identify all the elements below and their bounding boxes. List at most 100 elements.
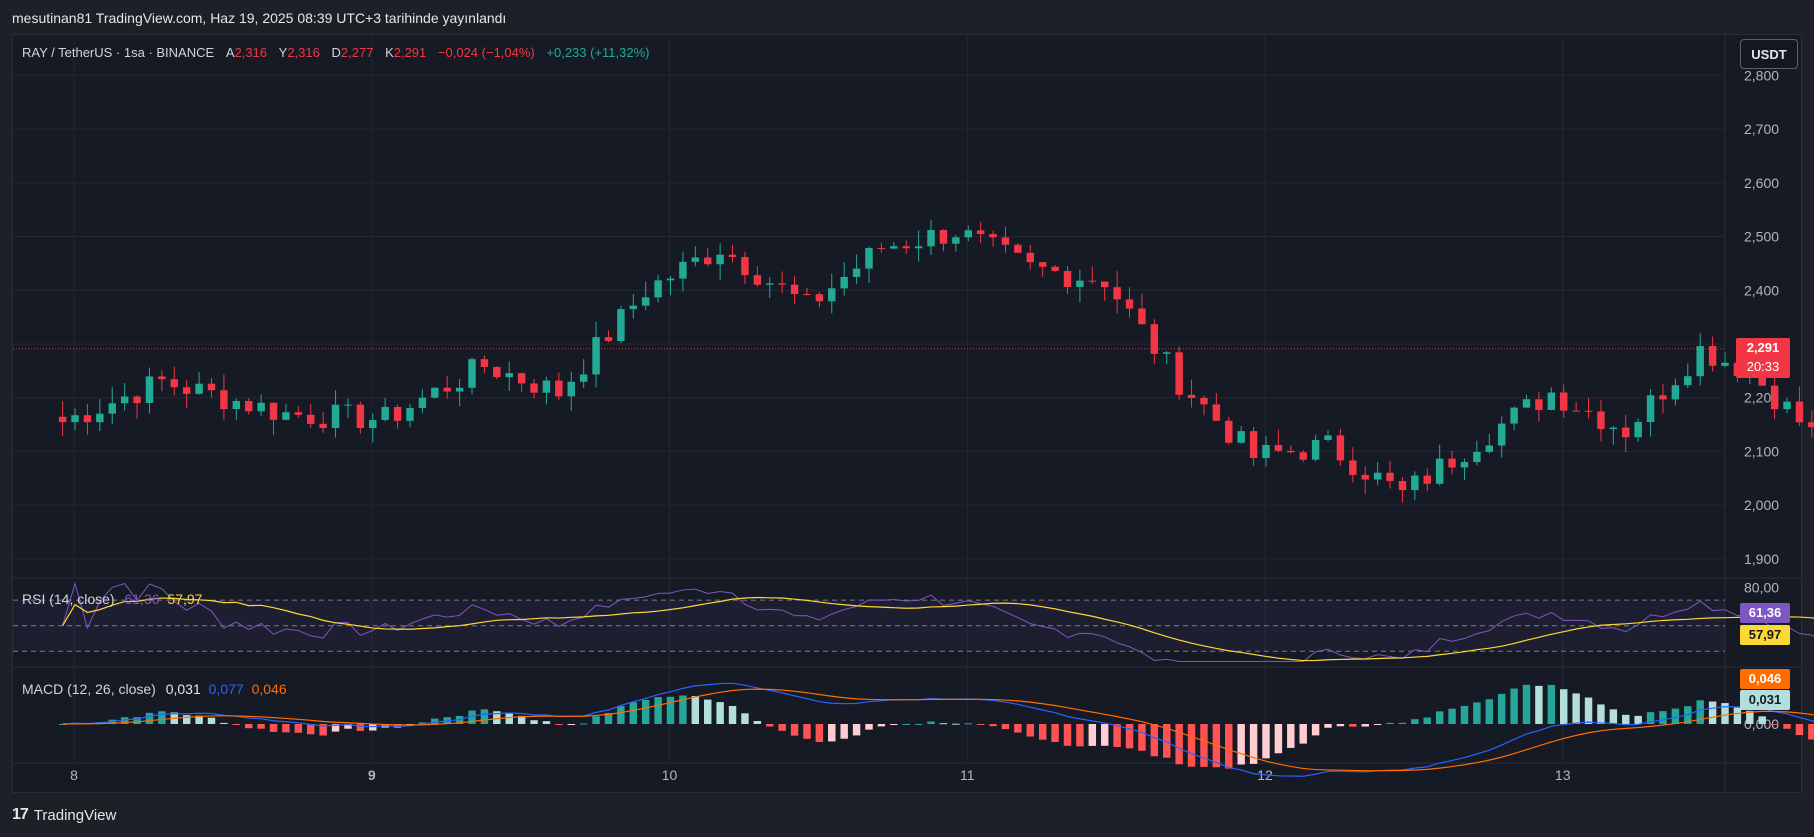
candle-body — [952, 237, 960, 244]
candle-body — [1100, 281, 1109, 288]
macd-histogram-bar — [1435, 711, 1444, 724]
tradingview-brand: TradingView — [33, 806, 117, 824]
macd-histogram-bar — [840, 724, 848, 739]
macd-histogram-bar — [207, 717, 216, 724]
candle-body — [890, 246, 898, 249]
candle-body — [505, 373, 513, 378]
open-label: A — [225, 45, 235, 60]
rsi-ma-line — [62, 596, 1814, 662]
candle-body — [1299, 452, 1307, 460]
candle-body — [133, 396, 141, 403]
candle-body — [1485, 445, 1494, 452]
macd-histogram-bar — [1225, 724, 1233, 769]
macd-legend[interactable]: MACD (12, 26, close) 0,031 0,077 0,046 — [22, 681, 287, 697]
candle-body — [58, 416, 67, 423]
macd-histogram-bar — [480, 709, 489, 724]
candle-body — [1659, 395, 1667, 400]
rsi-value-tag: 61,36 — [1740, 603, 1790, 623]
time-tick-label: 10 — [662, 767, 678, 783]
rsi-label: RSI (14, close) — [22, 591, 115, 607]
candle-body — [1026, 252, 1034, 263]
candle-body — [654, 280, 662, 298]
price-tick-label: 2,800 — [1744, 67, 1779, 83]
candle-body — [1473, 451, 1481, 463]
candle-body — [1646, 395, 1655, 422]
rsi-tick-label: 80,00 — [1744, 579, 1779, 595]
low-label: D — [331, 45, 341, 60]
high-value: 2,316 — [287, 45, 320, 60]
candle-body — [1510, 407, 1518, 424]
macd-histogram-bar — [1510, 688, 1518, 724]
candle-body — [257, 402, 265, 412]
candle-body — [1038, 262, 1047, 267]
macd-histogram-bar — [1200, 724, 1208, 767]
candle-body — [1634, 421, 1642, 438]
rsi-value: 61,36 — [124, 591, 160, 607]
macd-histogram-bar — [1038, 724, 1047, 740]
macd-histogram-bar — [1758, 716, 1766, 724]
candle-body — [1597, 411, 1605, 430]
macd-histogram-bar — [145, 712, 154, 724]
macd-histogram-bar — [133, 717, 141, 724]
macd-histogram-bar — [1795, 724, 1804, 736]
symbol-label[interactable]: RAY / TetherUS · 1sa · BINANCE — [22, 45, 215, 60]
macd-histogram-bar — [1609, 709, 1618, 724]
candle-body — [1435, 458, 1444, 484]
macd-histogram-bar — [1448, 708, 1456, 724]
macd-histogram-bar — [939, 723, 948, 725]
candle-body — [244, 400, 253, 412]
macd-histogram-bar — [1746, 710, 1754, 724]
macd-histogram-bar — [1708, 701, 1717, 724]
time-tick-label: 13 — [1555, 767, 1571, 783]
macd-histogram-bar — [1336, 724, 1345, 727]
candle-body — [1150, 324, 1159, 354]
macd-histogram-bar — [815, 724, 824, 742]
candle-body — [1386, 472, 1394, 482]
candle-body — [1063, 270, 1072, 287]
candle-body — [592, 337, 600, 375]
candle-body — [344, 404, 352, 406]
macd-histogram-bar — [902, 723, 910, 725]
candle-body — [1113, 287, 1121, 300]
macd-histogram-bar — [307, 724, 315, 735]
candle-body — [1200, 397, 1208, 405]
macd-histogram-bar — [728, 705, 737, 724]
macd-histogram-bar — [195, 715, 203, 724]
rsi-line — [62, 581, 1814, 662]
candle-body — [182, 387, 191, 394]
currency-unit-button[interactable]: USDT — [1740, 39, 1798, 69]
candle-body — [1671, 385, 1680, 400]
candle-body — [1609, 427, 1618, 430]
candle-body — [120, 396, 129, 404]
macd-histogram-bar — [1175, 724, 1183, 765]
candle-body — [1249, 431, 1258, 458]
candle-body — [406, 407, 414, 421]
macd-histogram-bar — [766, 724, 774, 727]
publish-note: mesutinan81 TradingView.com, Haz 19, 202… — [12, 10, 507, 26]
candle-body — [865, 248, 873, 269]
candle-body — [1423, 475, 1431, 484]
candle-body — [530, 383, 538, 393]
candle-body — [914, 246, 923, 249]
candle-body — [902, 246, 910, 249]
candle-body — [617, 309, 625, 342]
candle-body — [815, 294, 824, 302]
candle-body — [431, 387, 439, 398]
candle-body — [1262, 445, 1270, 458]
macd-histogram-bar — [1460, 705, 1469, 724]
macd-histogram-bar — [1386, 722, 1394, 724]
macd-histogram-bar — [1125, 724, 1134, 749]
candle-body — [691, 257, 700, 262]
tradingview-logo[interactable]: 17 TradingView — [12, 806, 116, 824]
macd-signal-line — [62, 688, 1814, 772]
price-tick-label: 2,500 — [1744, 229, 1779, 245]
macd-histogram-bar — [1721, 703, 1729, 724]
macd-histogram-bar — [1659, 711, 1667, 724]
candle-body — [803, 293, 811, 295]
macd-histogram-bar — [1237, 724, 1245, 765]
candle-body — [220, 390, 228, 410]
candle-body — [579, 374, 588, 382]
macd-histogram-bar — [877, 724, 886, 727]
rsi-legend[interactable]: RSI (14, close) 61,36 57,97 — [22, 591, 202, 607]
